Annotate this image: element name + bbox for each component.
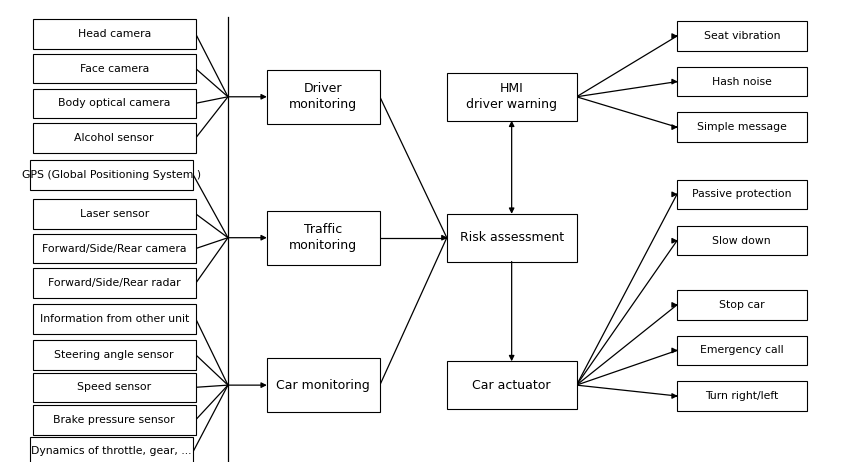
FancyBboxPatch shape [677,226,807,255]
Text: Car actuator: Car actuator [472,379,551,392]
FancyBboxPatch shape [446,361,577,409]
Text: Dynamics of throttle, gear, ...: Dynamics of throttle, gear, ... [32,446,192,456]
Text: Body optical camera: Body optical camera [58,98,170,108]
Text: Forward/Side/Rear camera: Forward/Side/Rear camera [42,243,187,254]
FancyBboxPatch shape [32,19,196,49]
Text: Emergency call: Emergency call [700,346,784,355]
FancyBboxPatch shape [32,340,196,370]
FancyBboxPatch shape [32,372,196,402]
FancyBboxPatch shape [32,89,196,118]
FancyBboxPatch shape [267,358,380,412]
FancyBboxPatch shape [677,290,807,320]
Text: Alcohol sensor: Alcohol sensor [74,133,154,143]
Text: Passive protection: Passive protection [692,189,792,199]
Text: Driver
monitoring: Driver monitoring [290,82,358,111]
FancyBboxPatch shape [32,123,196,153]
FancyBboxPatch shape [267,211,380,265]
Text: Steering angle sensor: Steering angle sensor [55,350,174,360]
FancyBboxPatch shape [677,381,807,411]
FancyBboxPatch shape [446,214,577,261]
Text: Turn right/left: Turn right/left [705,391,779,401]
Text: Car monitoring: Car monitoring [277,379,371,392]
Text: Risk assessment: Risk assessment [459,231,564,244]
FancyBboxPatch shape [32,405,196,435]
FancyBboxPatch shape [677,180,807,209]
Text: Information from other unit: Information from other unit [39,314,189,324]
Text: Face camera: Face camera [79,64,149,73]
FancyBboxPatch shape [677,21,807,51]
Text: Seat vibration: Seat vibration [704,31,780,41]
FancyBboxPatch shape [267,70,380,124]
FancyBboxPatch shape [32,54,196,83]
FancyBboxPatch shape [677,67,807,97]
Text: HMI
driver warning: HMI driver warning [466,82,557,111]
Text: Stop car: Stop car [719,300,764,310]
FancyBboxPatch shape [32,234,196,263]
FancyBboxPatch shape [32,304,196,334]
FancyBboxPatch shape [32,199,196,229]
Text: Speed sensor: Speed sensor [77,382,151,392]
Text: Forward/Side/Rear radar: Forward/Side/Rear radar [48,278,181,288]
Text: GPS (Global Positioning System ): GPS (Global Positioning System ) [22,170,201,180]
Text: Simple message: Simple message [697,122,786,132]
Text: Hash noise: Hash noise [712,77,772,86]
FancyBboxPatch shape [677,336,807,365]
Text: Head camera: Head camera [78,29,151,39]
Text: Traffic
monitoring: Traffic monitoring [290,223,358,252]
FancyBboxPatch shape [677,112,807,142]
FancyBboxPatch shape [30,160,193,189]
FancyBboxPatch shape [30,437,193,462]
FancyBboxPatch shape [32,268,196,298]
Text: Laser sensor: Laser sensor [79,209,149,219]
Text: Brake pressure sensor: Brake pressure sensor [54,415,175,425]
FancyBboxPatch shape [446,73,577,121]
Text: Slow down: Slow down [712,236,771,246]
